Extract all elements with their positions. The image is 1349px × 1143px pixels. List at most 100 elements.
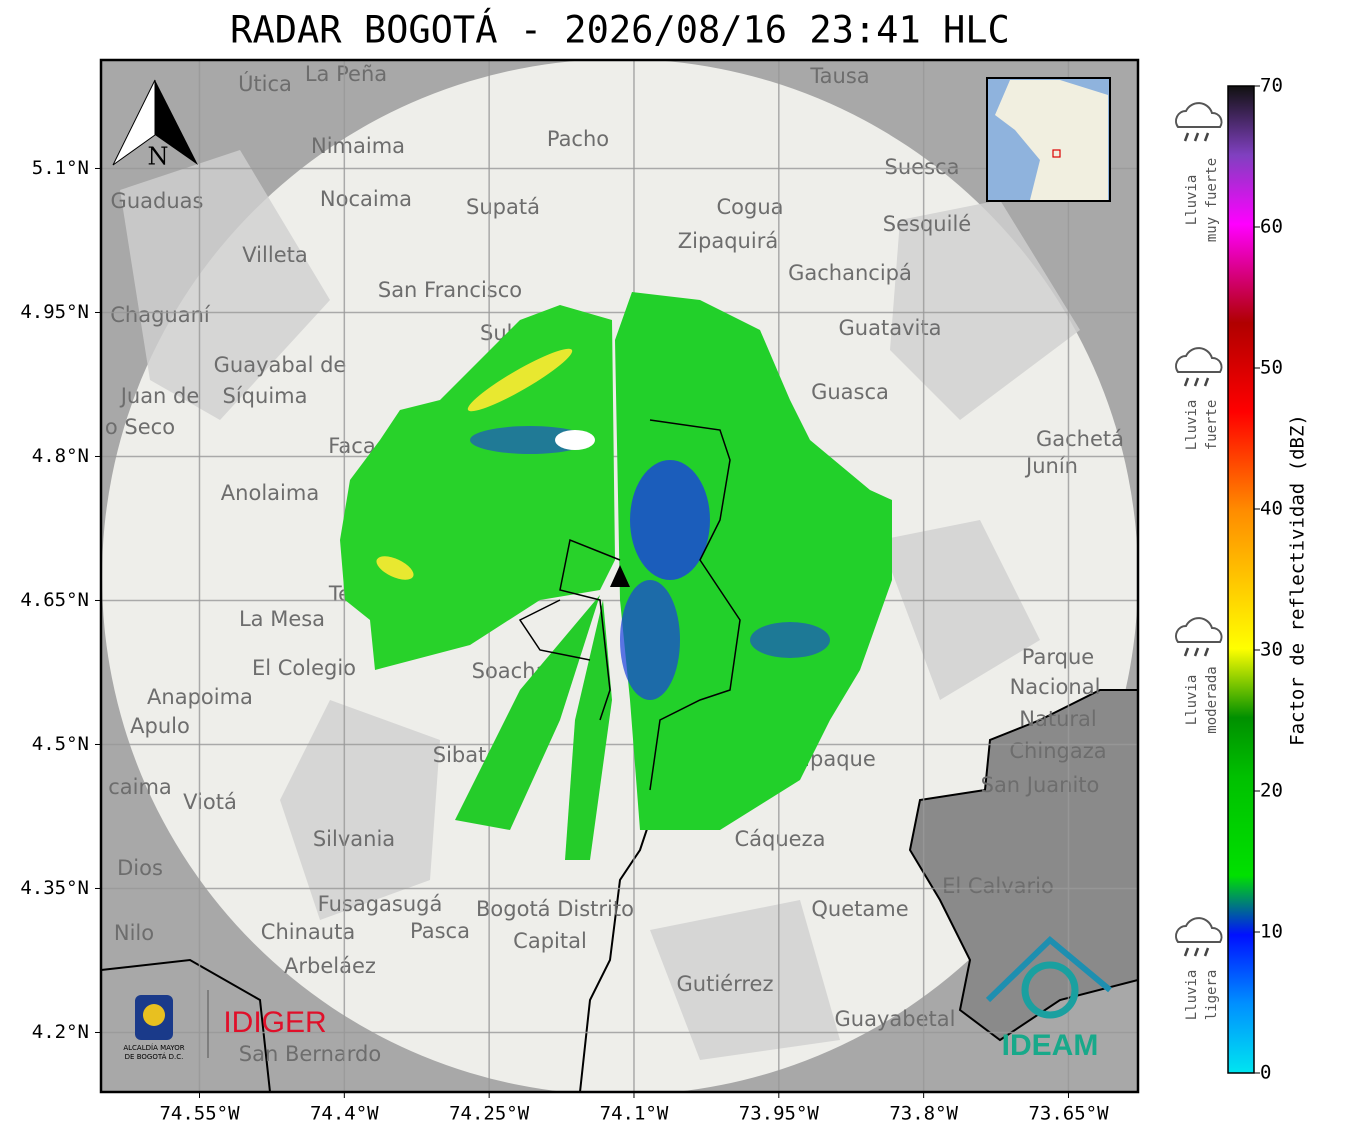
x-tick-label: 73.8°W [889, 1103, 958, 1125]
y-tick-label: 5.1°N [32, 157, 89, 179]
echo [750, 622, 830, 658]
rain-icon [1183, 132, 1210, 142]
colorbar-tick-label: 70 [1260, 75, 1283, 97]
intensity-label: moderada [1204, 666, 1220, 733]
place-label: Supatá [466, 195, 540, 219]
place-label: Juan de [119, 384, 200, 408]
place-label: Villeta [242, 243, 307, 267]
place-label: Pasca [410, 919, 470, 943]
rain-icon [1183, 947, 1210, 957]
place-label: Natural [1019, 707, 1096, 731]
colorbar-tick-label: 20 [1260, 780, 1283, 802]
place-label: Fusagasugá [318, 892, 443, 916]
place-label: Suesca [885, 155, 960, 179]
place-label: Dios [117, 856, 163, 880]
y-tick-label: 4.2°N [32, 1021, 89, 1043]
place-label: Guasca [811, 380, 889, 404]
place-label: Gutiérrez [677, 972, 774, 996]
rain-icon [1183, 647, 1210, 657]
ideam-roof [985, 935, 1112, 1003]
place-label: Chingaza [1009, 739, 1106, 763]
echo [470, 426, 590, 454]
place-label: Gachetá [1036, 427, 1124, 451]
place-label: Síquima [223, 384, 308, 408]
x-tick-label: 74.1°W [600, 1103, 669, 1125]
place-label: El Colegio [252, 656, 356, 680]
place-label: Nocaima [320, 187, 412, 211]
echo [630, 460, 710, 580]
intensity-item: Lluvia ligera [1175, 917, 1223, 1021]
place-label: Anolaima [221, 481, 319, 505]
place-label: caima [108, 775, 172, 799]
place-label: Pacho [547, 127, 609, 151]
place-label: Guayabal de [214, 353, 347, 377]
echo [467, 348, 573, 412]
cloud-icon [1175, 347, 1223, 373]
place-label: Guaduas [111, 189, 204, 213]
place-label: Viotá [183, 790, 237, 814]
inset-land [995, 80, 1108, 200]
north-arrow: N [112, 79, 198, 171]
region-boundary [101, 958, 271, 1092]
ideam-logo: IDEAM [1002, 1029, 1099, 1062]
map-frame [99, 58, 1140, 1094]
place-label: Zipaquirá [678, 229, 778, 253]
region-boundary [579, 789, 661, 1092]
cloud-icon [1175, 917, 1223, 943]
place-label: Nacional [1010, 675, 1101, 699]
place-label: Silvania [313, 827, 395, 851]
logos: ALCALDÍA MAYOR DE BOGOTÁ D.C. IDIGER IDE… [123, 935, 1112, 1062]
radar-site [610, 565, 630, 587]
colorbar-tick-label: 40 [1260, 498, 1283, 520]
grid [101, 60, 1138, 1092]
map: La Peña Útica Tausa Pacho Nimaima Nocaima Supa… [101, 60, 1138, 1092]
place-label: La Mesa [239, 607, 325, 631]
colorbar-tick-label: 0 [1260, 1062, 1271, 1084]
place-label: La Peña [305, 62, 387, 86]
place-label: Faca [328, 434, 375, 458]
echo [565, 600, 612, 860]
place-label: Tausa [809, 64, 869, 88]
cloud-icon [1175, 617, 1223, 643]
y-tick-label: 4.35°N [20, 877, 89, 899]
inset-map [986, 77, 1111, 202]
place-label: Cáqueza [735, 827, 826, 851]
place-label: Guayabetal [835, 1007, 956, 1031]
alcaldia-text: DE BOGOTÁ D.C. [125, 1052, 184, 1061]
place-label: San Bernardo [239, 1042, 381, 1066]
intensity-label: ligera [1204, 970, 1220, 1021]
intensity-item: Lluvia muy fuerte [1175, 102, 1223, 242]
alcaldia-text: ALCALDÍA MAYOR [123, 1043, 184, 1052]
district-boundary [518, 419, 741, 791]
y-tick-label: 4.95°N [20, 301, 89, 323]
echo [376, 556, 414, 580]
intensity-label: muy fuerte [1204, 158, 1220, 242]
x-tick-label: 74.4°W [310, 1103, 379, 1125]
place-label: Guatavita [839, 316, 942, 340]
title: RADAR BOGOTÁ - 2026/08/16 23:41 HLC [230, 8, 1010, 52]
intensity-item: Lluvia moderada [1175, 617, 1223, 734]
colorbar-label: Factor de reflectividad (dBZ) [1287, 414, 1309, 746]
place-label: Útica [238, 71, 292, 96]
place-label: Sesquilé [883, 212, 971, 236]
inset-marker [1052, 149, 1061, 158]
place-label: San Francisco [378, 278, 522, 302]
terrain [120, 150, 1080, 1060]
idiger-logo: IDIGER [223, 1006, 326, 1039]
echo [620, 580, 680, 700]
axes: 74.55°W 74.4°W 74.25°W 74.1°W 73.95°W 73.8°W 7… [20, 157, 1109, 1125]
place-label: Gachancipá [788, 261, 912, 285]
place-label: Nilo [114, 921, 154, 945]
rain-icon [1183, 377, 1210, 387]
echo [455, 595, 600, 830]
place-label: Apulo [130, 714, 190, 738]
colorbar-tick-label: 30 [1260, 639, 1283, 661]
intensity-label: Lluvia [1184, 675, 1200, 726]
place-label: Quetame [811, 897, 908, 921]
crest-emblem [143, 1004, 165, 1026]
place-label: Parque [1022, 645, 1094, 669]
intensity-label: Lluvia [1184, 175, 1200, 226]
intensity-label: Lluvia [1184, 970, 1200, 1021]
y-tick-label: 4.65°N [20, 589, 89, 611]
